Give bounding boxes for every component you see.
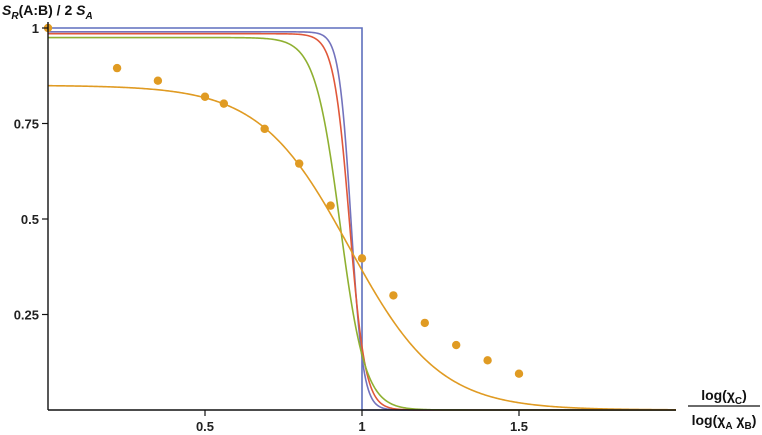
data-point (200, 92, 210, 101)
points-layer (43, 23, 524, 378)
y-tick-label: 0.5 (21, 212, 39, 227)
x-tick-label: 0.5 (196, 419, 214, 434)
data-point (112, 63, 122, 73)
data-point (420, 318, 429, 328)
data-point (219, 99, 229, 108)
series-line-5 (47, 84, 677, 411)
data-point (295, 159, 304, 168)
curves-layer (47, 27, 677, 411)
y-tick-label: 0.25 (14, 308, 39, 323)
data-point (483, 356, 492, 365)
y-axis-label: SR(A:B) / 2 SA (2, 2, 93, 22)
data-point (260, 124, 269, 134)
data-point (514, 369, 524, 378)
y-tick-label: 0.75 (14, 117, 39, 132)
data-point (452, 340, 461, 350)
data-point (326, 201, 335, 210)
x-axis-label-denominator: log(χA χB) (692, 412, 757, 432)
y-tick-label: 1 (32, 21, 39, 36)
axes-layer: 0.5 1 1.5 0.25 0.5 0.75 1 (14, 21, 676, 434)
x-tick-label: 1 (358, 419, 365, 434)
data-point (357, 254, 367, 263)
x-tick-label: 1.5 (510, 419, 528, 434)
data-point (153, 76, 163, 85)
x-axis-label: log(χC) log(χA χB) (688, 387, 760, 432)
data-point (389, 291, 398, 300)
x-axis-label-numerator: log(χC) (701, 387, 747, 407)
